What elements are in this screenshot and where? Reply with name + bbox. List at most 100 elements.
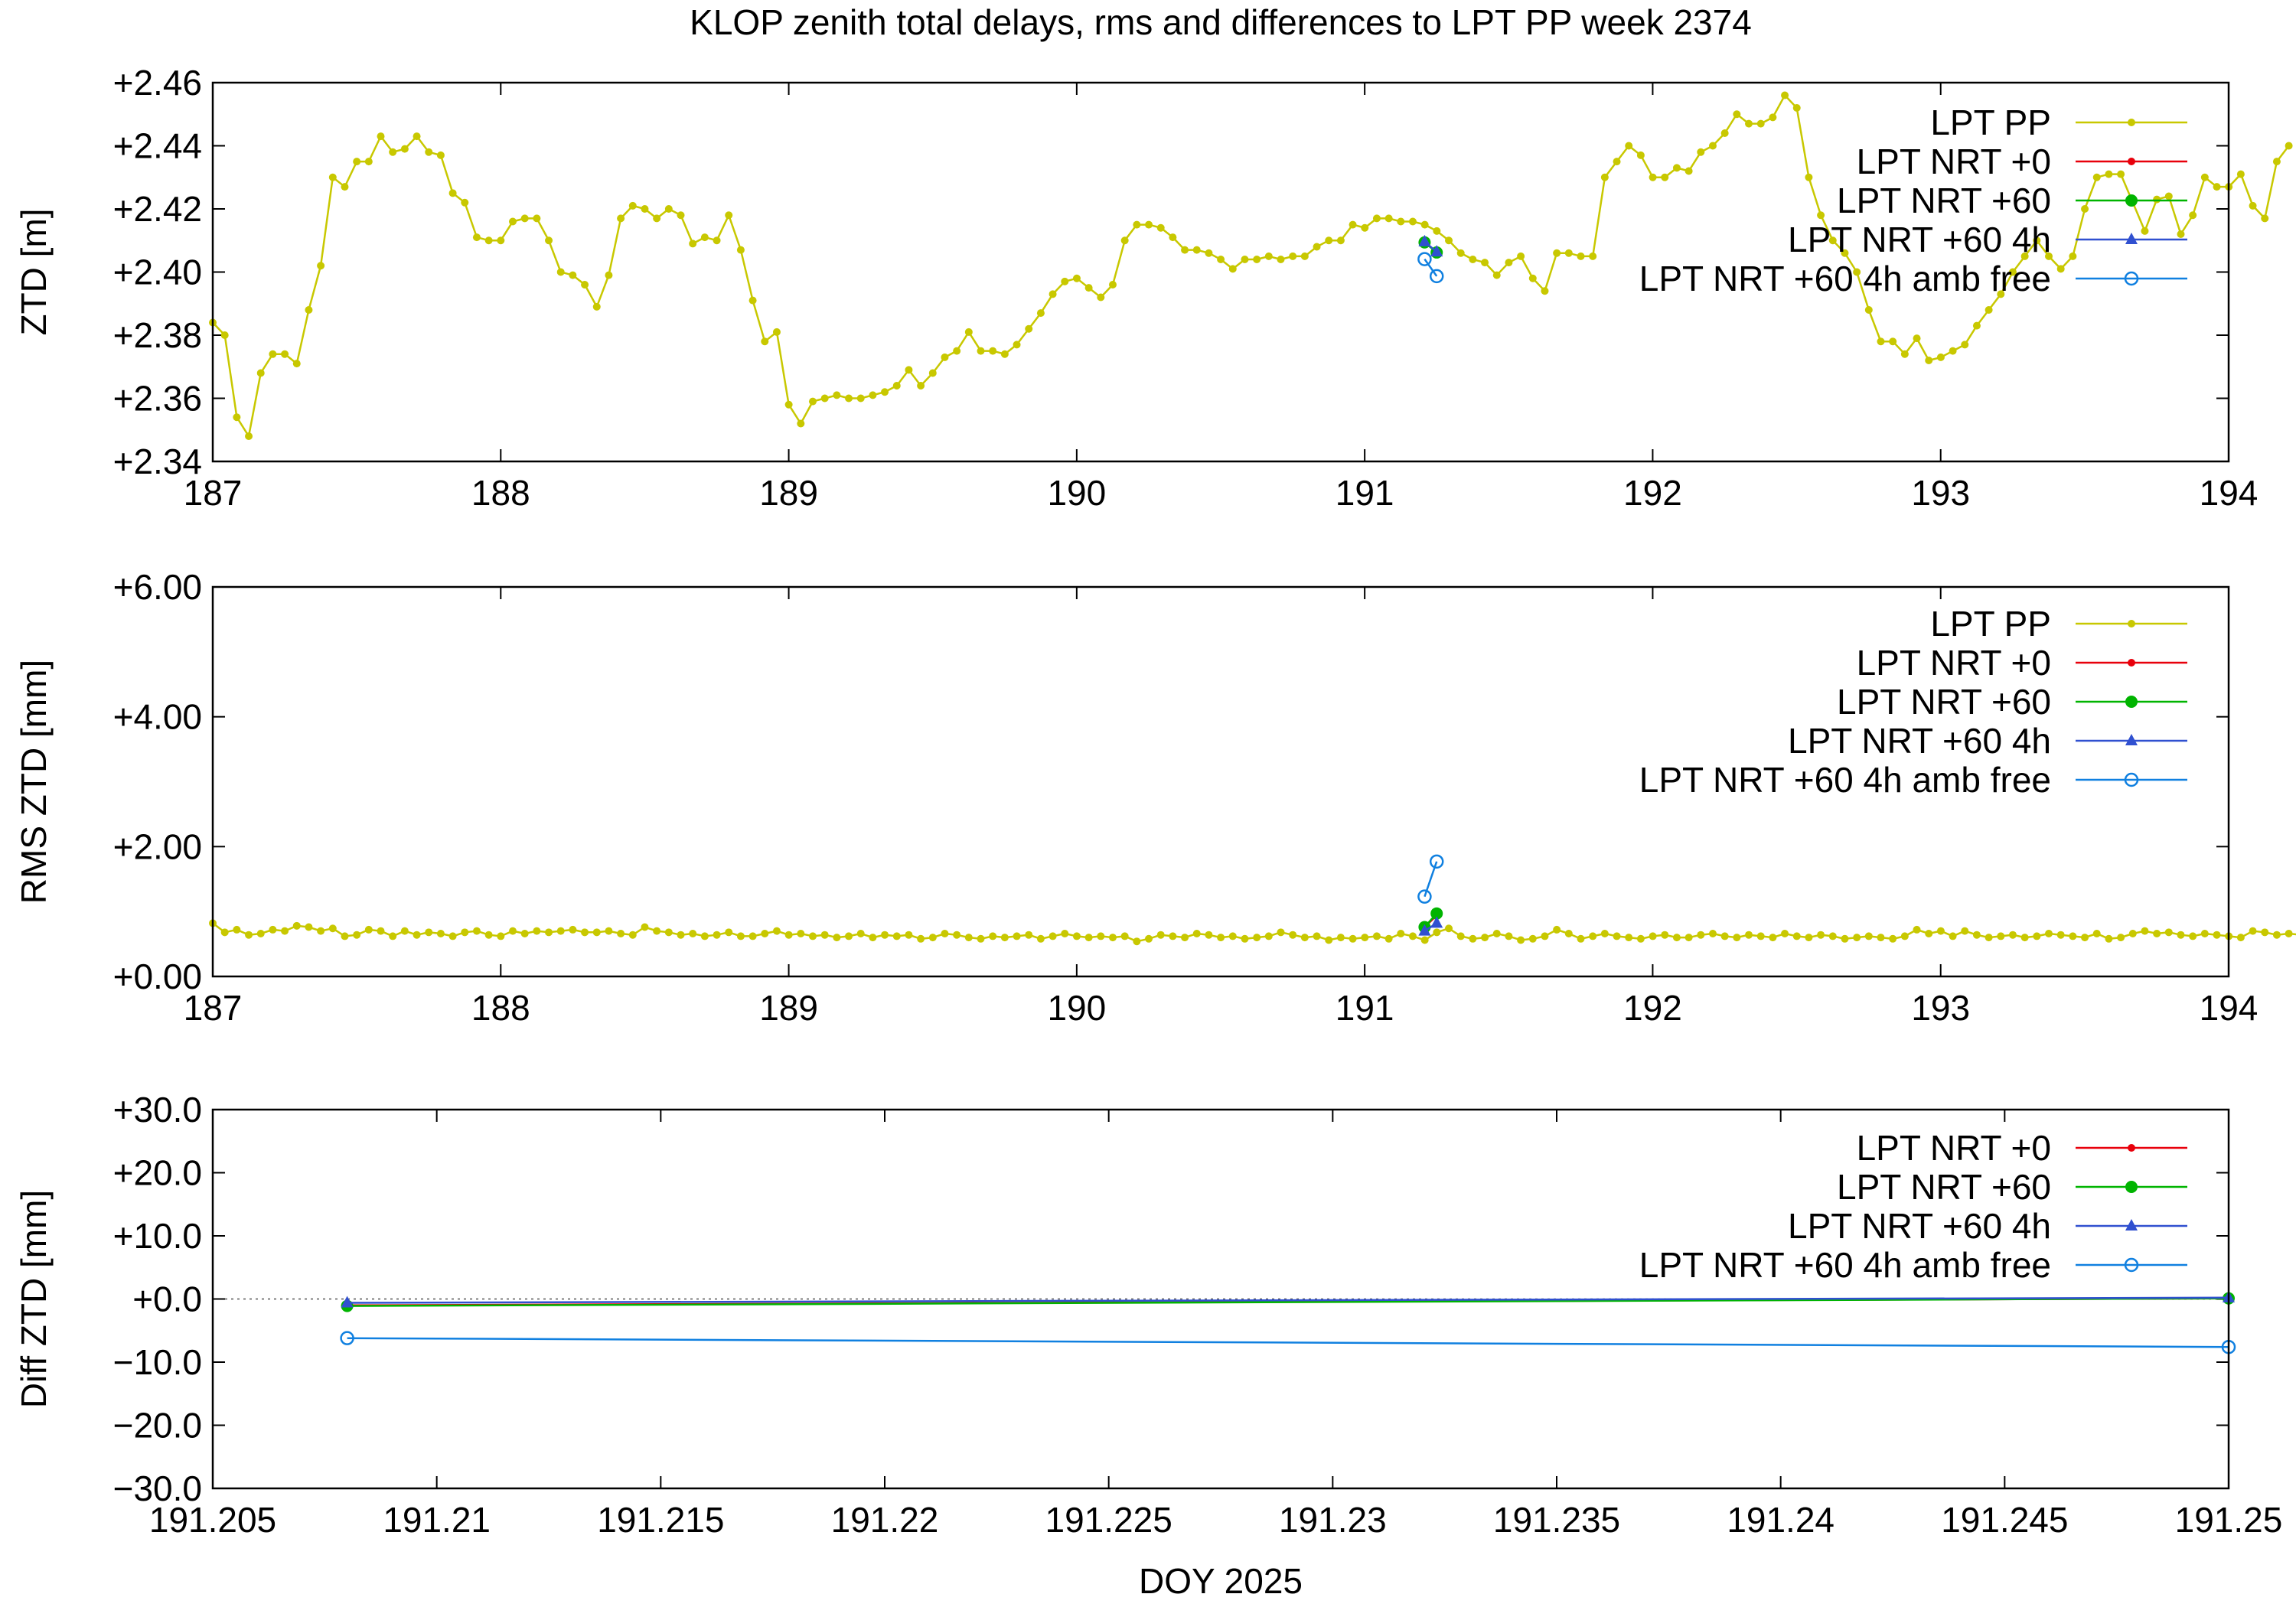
legend-marker	[2125, 696, 2138, 708]
data-point	[1289, 931, 1297, 939]
data-point	[964, 328, 973, 336]
data-point	[1445, 924, 1453, 933]
data-point	[1277, 928, 1285, 937]
data-point	[689, 240, 697, 248]
data-point	[1181, 246, 1189, 254]
data-point	[413, 931, 421, 939]
data-point	[2153, 195, 2161, 204]
data-point	[1745, 119, 1753, 128]
x-tick-label: 189	[759, 988, 818, 1028]
data-point	[1418, 924, 1431, 936]
data-point	[1925, 930, 1933, 938]
x-tick-label: 191.215	[597, 1500, 724, 1540]
data-point	[400, 145, 409, 153]
x-tick-label: 191.245	[1941, 1500, 2068, 1540]
legend-label: LPT NRT +60 4h	[1788, 1206, 2051, 1246]
data-point	[425, 928, 433, 937]
data-point	[1769, 113, 1777, 122]
data-point	[2056, 931, 2065, 939]
data-point	[1084, 934, 1093, 942]
data-point	[1949, 932, 1957, 940]
data-point	[1697, 148, 1705, 156]
legend-label: LPT NRT +60 4h amb free	[1639, 259, 2051, 298]
data-point	[677, 211, 685, 220]
data-point	[1505, 259, 1513, 267]
y-tick-label: +0.0	[132, 1279, 202, 1319]
data-point	[2105, 170, 2113, 178]
data-point	[1169, 932, 1177, 940]
legend-marker	[2128, 1144, 2135, 1152]
data-point	[2236, 170, 2245, 178]
data-point	[1097, 932, 1105, 940]
data-point	[845, 394, 853, 403]
data-point	[592, 302, 601, 311]
x-tick-label: 192	[1623, 473, 1682, 513]
data-point	[569, 271, 577, 279]
data-point	[1061, 277, 1069, 285]
data-point	[772, 328, 781, 336]
series-line-lpt-nrt-60-4h-amb-free	[347, 1337, 2229, 1348]
data-point	[1013, 341, 1021, 349]
legend-marker	[2128, 659, 2135, 667]
data-point	[2033, 236, 2041, 245]
y-tick-label: +2.34	[113, 442, 202, 481]
data-point	[1145, 934, 1153, 943]
y-tick-label: +10.0	[113, 1216, 202, 1256]
data-point	[1429, 269, 1444, 284]
data-point	[2069, 252, 2077, 260]
data-point	[2261, 928, 2269, 937]
data-point	[1613, 158, 1621, 166]
data-point	[2141, 927, 2149, 935]
data-point	[1084, 284, 1093, 292]
data-point	[905, 931, 913, 939]
data-point	[2249, 927, 2257, 935]
data-point	[1456, 932, 1465, 940]
data-point	[1025, 931, 1033, 939]
data-point	[1781, 930, 1789, 938]
data-point	[1277, 256, 1285, 263]
data-point	[1589, 932, 1597, 940]
x-tick-label: 191	[1336, 988, 1394, 1028]
data-point	[269, 925, 277, 934]
data-point	[1192, 246, 1201, 254]
data-point	[2189, 211, 2197, 220]
legend-marker	[2124, 1257, 2139, 1273]
y-axis-title: ZTD [m]	[14, 208, 54, 335]
data-point	[2213, 183, 2221, 191]
data-point	[508, 927, 517, 935]
data-point	[1756, 932, 1765, 940]
plot-frame	[211, 81, 2230, 463]
data-point	[569, 925, 577, 934]
data-point	[233, 413, 241, 422]
data-point	[592, 928, 601, 937]
legend-item-lpt-nrt-60-4h-amb-free: LPT NRT +60 4h amb free	[1639, 259, 2187, 298]
data-point	[1420, 220, 1429, 229]
data-point	[1372, 932, 1381, 940]
data-point	[1505, 932, 1513, 940]
legend-marker	[2124, 772, 2139, 787]
data-point	[1720, 932, 1729, 940]
data-point	[628, 931, 637, 939]
data-point	[1264, 252, 1273, 260]
data-point	[1864, 306, 1873, 314]
data-point	[1936, 353, 1945, 361]
legend-marker	[2125, 1219, 2138, 1231]
data-point	[1241, 256, 1249, 263]
data-point	[713, 931, 721, 939]
data-point	[484, 236, 493, 245]
data-point	[1672, 934, 1681, 942]
data-point	[1553, 925, 1561, 934]
y-tick-label: +2.38	[113, 315, 202, 355]
data-point	[2153, 930, 2161, 938]
legend-item-lpt-nrt-0: LPT NRT +0	[1857, 1128, 2187, 1168]
data-point	[2069, 932, 2077, 940]
data-point	[1192, 930, 1201, 938]
data-point	[1541, 932, 1549, 940]
data-point	[1108, 281, 1117, 288]
data-point	[736, 246, 745, 254]
data-point	[1430, 907, 1443, 920]
data-point	[556, 268, 565, 276]
data-point	[2020, 252, 2029, 260]
x-tick-label: 191.22	[831, 1500, 939, 1540]
